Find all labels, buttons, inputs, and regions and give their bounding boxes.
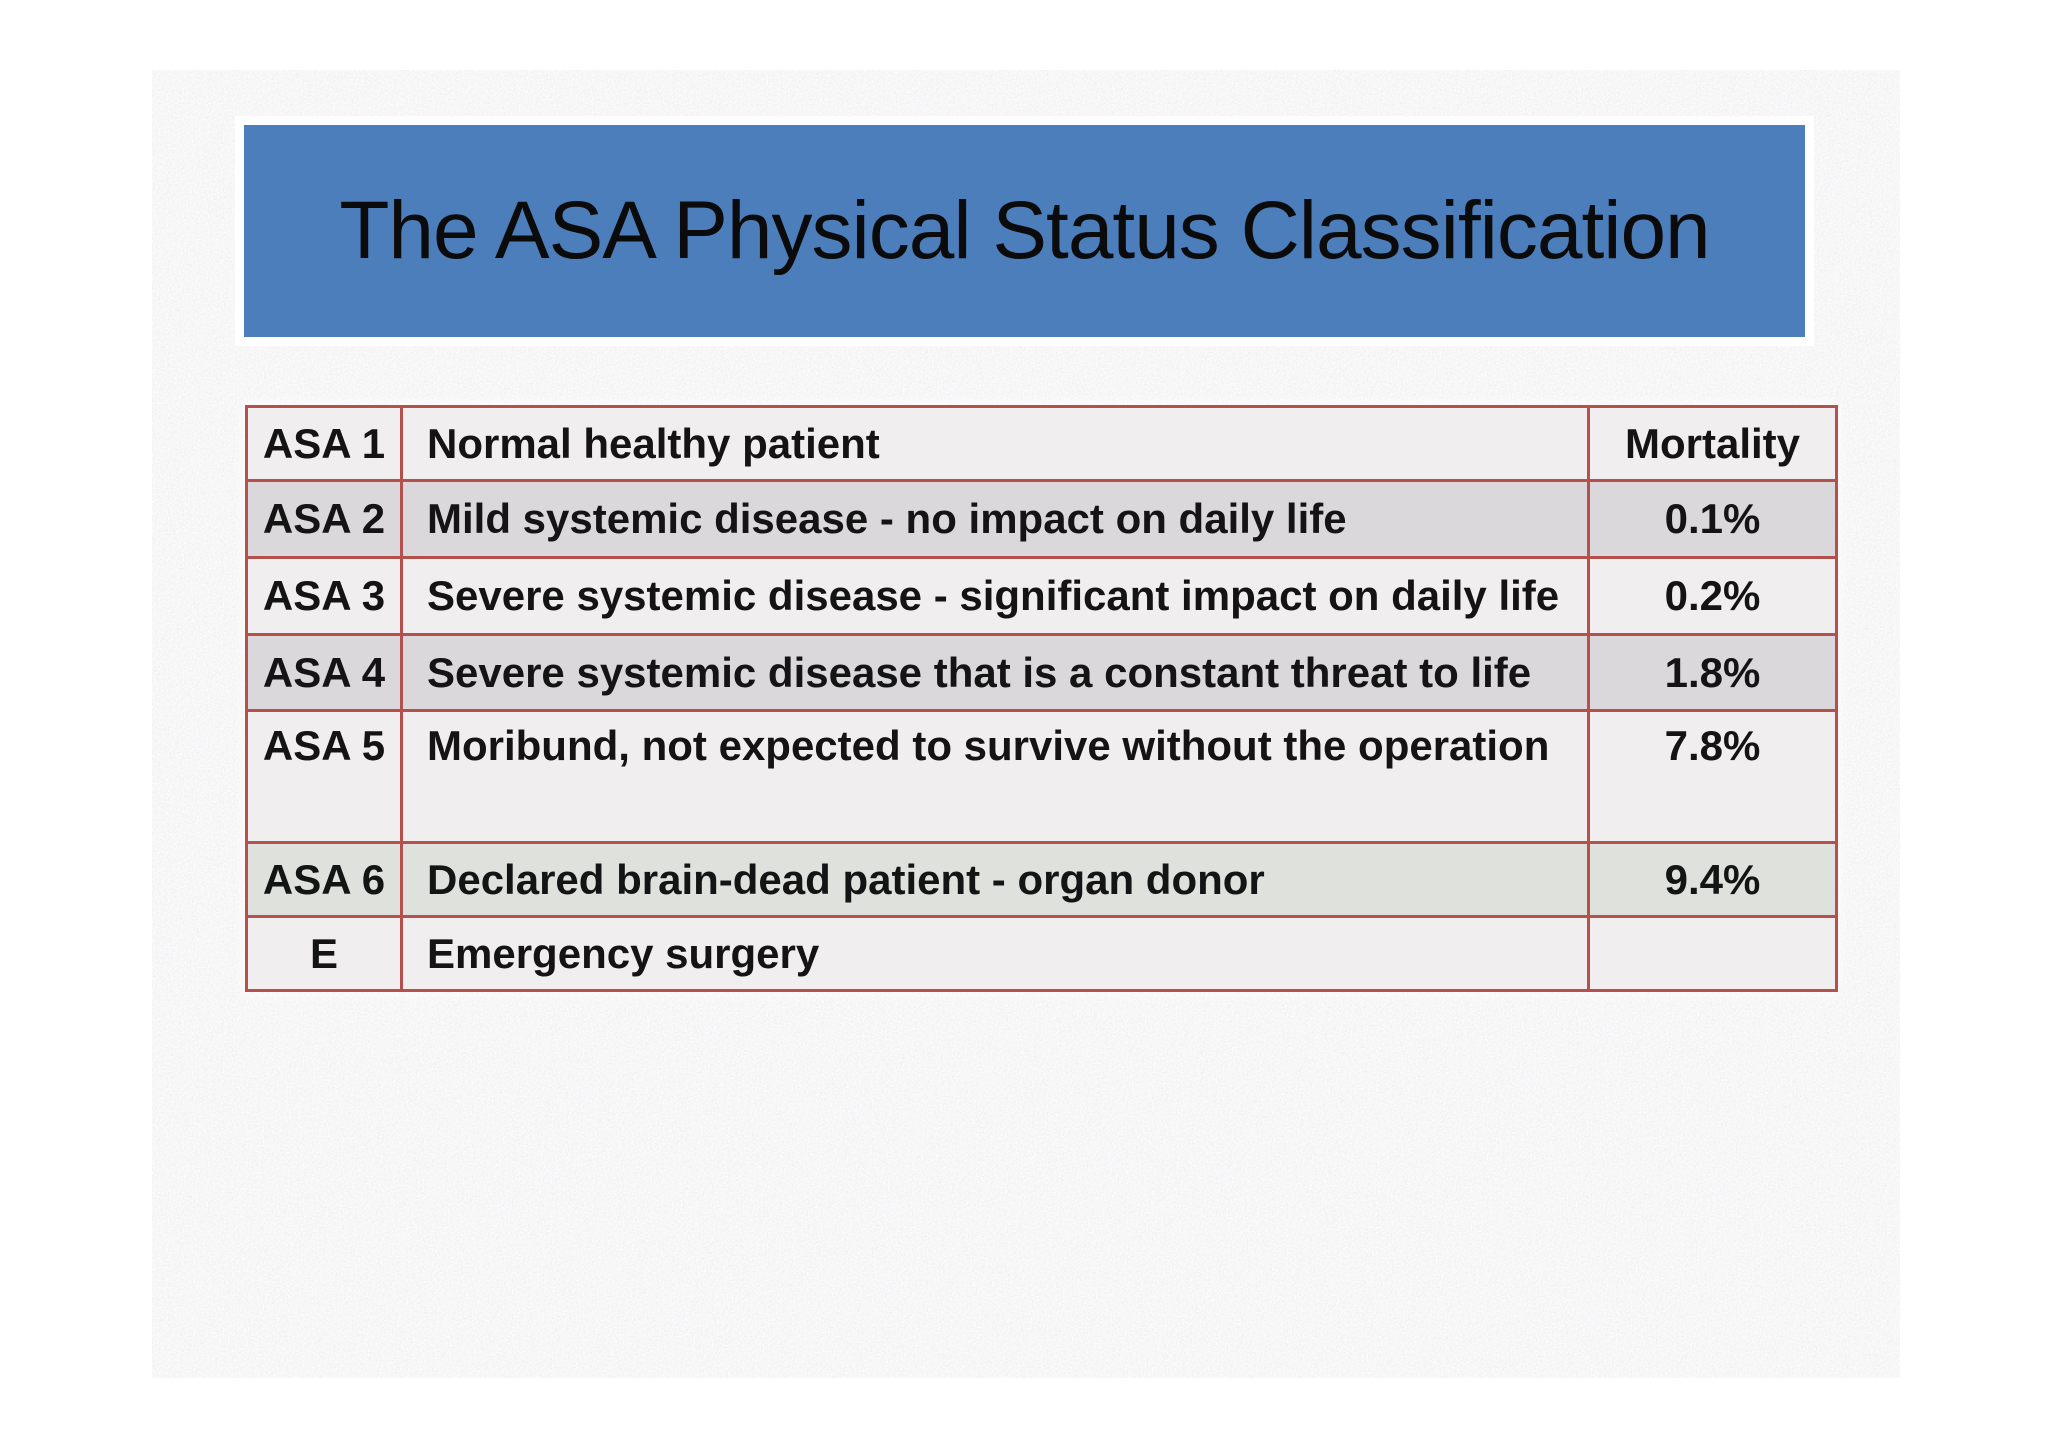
asa-code-cell: ASA 3: [245, 556, 403, 636]
mortality-cell: 1.8%: [1587, 633, 1838, 712]
mortality-cell: 0.1%: [1587, 479, 1838, 559]
table-row: ASA 4 Severe systemic disease that is a …: [245, 633, 1838, 712]
asa-code-cell: ASA 4: [245, 633, 403, 712]
table-row: ASA 5 Moribund, not expected to survive …: [245, 709, 1838, 844]
table-row: E Emergency surgery: [245, 915, 1838, 992]
slide-title: The ASA Physical Status Classification: [339, 185, 1710, 276]
description-cell: Normal healthy patient: [400, 405, 1590, 482]
asa-code-cell: ASA 5: [245, 709, 403, 844]
description-cell: Declared brain-dead patient - organ dono…: [400, 841, 1590, 918]
asa-code-cell: ASA 2: [245, 479, 403, 559]
description-cell: Mild systemic disease - no impact on dai…: [400, 479, 1590, 559]
slide-background: The ASA Physical Status Classification A…: [152, 70, 1900, 1378]
description-cell: Emergency surgery: [400, 915, 1590, 992]
mortality-cell: 0.2%: [1587, 556, 1838, 636]
asa-code-cell: E: [245, 915, 403, 992]
mortality-cell: 9.4%: [1587, 841, 1838, 918]
title-banner: The ASA Physical Status Classification: [244, 125, 1805, 337]
mortality-cell-empty: [1587, 915, 1838, 992]
mortality-header-cell: Mortality: [1587, 405, 1838, 482]
asa-classification-table: ASA 1 Normal healthy patient Mortality A…: [245, 405, 1838, 992]
asa-code-cell: ASA 1: [245, 405, 403, 482]
table-row: ASA 2 Mild systemic disease - no impact …: [245, 479, 1838, 559]
table-row: ASA 6 Declared brain-dead patient - orga…: [245, 841, 1838, 918]
title-box: The ASA Physical Status Classification: [235, 116, 1814, 346]
description-cell: Severe systemic disease that is a consta…: [400, 633, 1590, 712]
table-row: ASA 1 Normal healthy patient Mortality: [245, 405, 1838, 482]
mortality-cell: 7.8%: [1587, 709, 1838, 844]
description-cell: Severe systemic disease - significant im…: [400, 556, 1590, 636]
asa-code-cell: ASA 6: [245, 841, 403, 918]
table-row: ASA 3 Severe systemic disease - signific…: [245, 556, 1838, 636]
description-cell: Moribund, not expected to survive withou…: [400, 709, 1590, 844]
